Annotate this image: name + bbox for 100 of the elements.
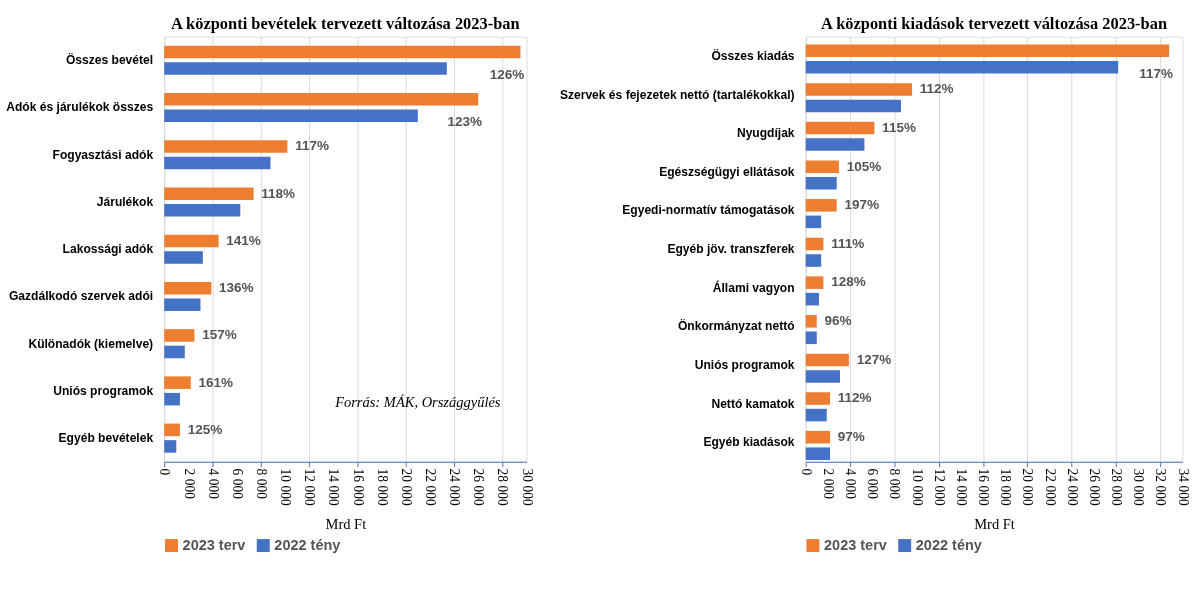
bar	[164, 392, 180, 406]
y-tick-label: Nettó kamatok	[711, 396, 795, 411]
annotation: 136%	[219, 280, 254, 296]
x-tick-label: 16 000	[350, 468, 366, 506]
y-tick-label: Fogyasztási adók	[52, 147, 154, 162]
bar	[805, 408, 827, 422]
bar	[164, 298, 201, 312]
x-tick-label: 14 000	[953, 468, 969, 506]
x-tick-label: 0	[157, 468, 173, 476]
bar	[164, 62, 447, 75]
chart-title: A központi kiadások tervezett változása 2023-ban	[821, 13, 1168, 33]
x-tick-label: 0	[798, 468, 814, 476]
y-tick-label: Különadók (kiemelve)	[28, 336, 154, 351]
x-tick-label: 24 000	[447, 468, 463, 506]
x-tick-label: 2 000	[181, 468, 197, 500]
legend-label: 2023 terv	[824, 537, 887, 554]
annotation: 97%	[837, 429, 865, 445]
bar	[805, 237, 824, 251]
y-tick-label: Gazdálkodó szervek adói	[8, 289, 154, 304]
annotation: 105%	[846, 158, 882, 174]
bar	[805, 61, 1119, 74]
annotation: 112%	[837, 390, 872, 406]
y-tick-label: Járulékok	[96, 194, 154, 209]
x-tick-label: 18 000	[998, 468, 1014, 506]
bar	[164, 187, 254, 201]
annotation: 141%	[226, 232, 261, 248]
x-axis-title: Mrd Ft	[974, 516, 1015, 533]
bar	[805, 353, 849, 367]
annotation: 111%	[831, 235, 865, 251]
bar	[164, 234, 219, 248]
bar	[805, 160, 839, 173]
annotation: 118%	[261, 185, 296, 201]
y-tick-label: Egészségügyi ellátások	[659, 164, 795, 179]
x-tick-label: 24 000	[1064, 468, 1080, 506]
x-tick-label: 10 000	[278, 468, 294, 506]
x-tick-label: 12 000	[302, 468, 318, 506]
annotation: 128%	[831, 274, 866, 290]
x-tick-label: 4 000	[205, 468, 221, 500]
annotation: 126%	[489, 67, 525, 83]
bar	[164, 329, 195, 342]
y-tick-label: Szervek és fejezetek nettó (tartalékokkal)	[559, 87, 795, 102]
y-tick-label: Egyedi-normatív támogatások	[622, 203, 795, 218]
y-tick-label: Egyéb jöv. transzferek	[667, 242, 795, 257]
x-tick-label: 18 000	[374, 468, 390, 506]
bar	[164, 423, 180, 437]
y-tick-label: Önkormányzat nettó	[677, 318, 795, 334]
bar	[805, 215, 822, 229]
bar	[805, 254, 822, 267]
x-tick-label: 8 000	[253, 468, 269, 500]
bar	[164, 93, 479, 106]
x-tick-label: 32 000	[1153, 468, 1169, 506]
annotation: 125%	[187, 421, 223, 437]
bar	[805, 392, 831, 405]
x-tick-label: 16 000	[976, 468, 992, 506]
bar	[805, 121, 875, 135]
y-tick-label: Egyéb kiadások	[703, 435, 795, 450]
x-tick-label: 8 000	[887, 468, 903, 500]
bar	[805, 99, 901, 113]
bar	[164, 156, 271, 170]
bar	[164, 251, 203, 264]
annotation: 197%	[844, 197, 880, 213]
y-tick-label: Adók és járulékok összes	[6, 100, 154, 115]
x-tick-label: 20 000	[1020, 468, 1036, 506]
x-tick-label: 26 000	[471, 468, 487, 506]
annotation: 112%	[919, 81, 954, 97]
x-tick-label: 4 000	[843, 468, 859, 500]
bar	[164, 345, 185, 359]
y-tick-label: Uniós programok	[694, 358, 795, 373]
annotation: 117%	[1139, 65, 1174, 81]
x-tick-label: 34 000	[1175, 468, 1191, 506]
annotation: 117%	[295, 138, 329, 154]
x-tick-label: 28 000	[1109, 468, 1125, 506]
annotation: 127%	[856, 351, 892, 367]
bar	[164, 204, 241, 217]
x-tick-label: 10 000	[909, 468, 925, 506]
bar	[164, 281, 212, 295]
x-tick-label: 20 000	[398, 468, 414, 506]
bar	[805, 176, 837, 190]
bar	[805, 331, 817, 345]
x-tick-label: 14 000	[326, 468, 342, 506]
bar	[805, 199, 837, 212]
bar	[805, 314, 817, 328]
y-tick-label: Nyugdíjak	[736, 126, 795, 141]
bar	[164, 109, 418, 123]
legend-label: 2022 tény	[274, 537, 341, 554]
x-tick-label: 22 000	[1042, 468, 1058, 506]
bar	[805, 44, 1170, 58]
bar	[805, 83, 913, 96]
bar	[805, 430, 831, 444]
bar	[805, 370, 841, 383]
bar	[805, 276, 824, 289]
legend-label: 2022 tény	[915, 537, 982, 554]
x-tick-label: 2 000	[820, 468, 836, 500]
annotation: 123%	[447, 114, 483, 130]
annotation: 115%	[882, 119, 916, 135]
y-tick-label: Összes bevétel	[65, 52, 154, 68]
annotation: 161%	[198, 374, 234, 390]
x-tick-label: 28 000	[495, 468, 511, 506]
x-tick-label: 30 000	[519, 468, 535, 506]
bar	[164, 376, 191, 389]
